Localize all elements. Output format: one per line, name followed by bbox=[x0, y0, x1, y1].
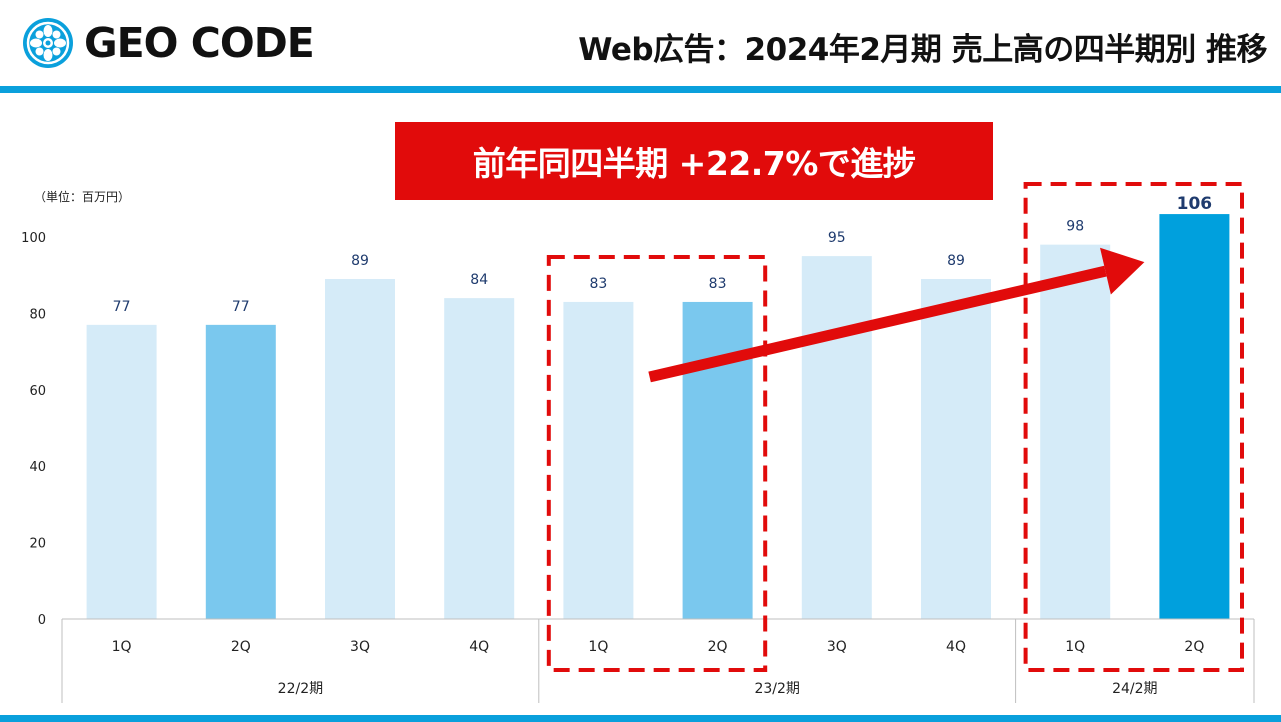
value-label-10: 106 bbox=[1177, 194, 1213, 214]
bar-10 bbox=[1159, 214, 1230, 619]
highlight-box bbox=[546, 254, 768, 672]
growth-callout: 前年同四半期 +22.7%で進捗 bbox=[395, 122, 993, 200]
logo: GEO CODE bbox=[22, 17, 315, 69]
y-tick-label: 80 bbox=[29, 307, 46, 322]
header: GEO CODE Web広告：2024年2月期 売上高の四半期別 推移 bbox=[0, 0, 1281, 86]
highlight-box bbox=[1023, 182, 1244, 672]
x-tick-label: 2Q bbox=[708, 639, 728, 655]
x-tick-label: 3Q bbox=[350, 639, 370, 655]
top-divider bbox=[0, 86, 1281, 93]
y-tick-label: 20 bbox=[29, 537, 46, 552]
value-label-5: 83 bbox=[589, 276, 607, 292]
bar-4 bbox=[444, 298, 515, 619]
x-tick-label: 1Q bbox=[112, 639, 132, 655]
bar-7 bbox=[801, 256, 872, 619]
value-label-6: 83 bbox=[709, 276, 727, 292]
y-tick-label: 0 bbox=[38, 613, 46, 628]
group-label: 24/2期 bbox=[1112, 681, 1157, 697]
bottom-divider bbox=[0, 715, 1281, 722]
bar-5 bbox=[563, 301, 634, 619]
value-label-9: 98 bbox=[1066, 219, 1084, 235]
x-tick-label: 1Q bbox=[1065, 639, 1085, 655]
bar-8 bbox=[921, 279, 991, 619]
bar-6 bbox=[682, 301, 753, 619]
value-label-8: 89 bbox=[947, 253, 965, 269]
value-label-7: 95 bbox=[828, 230, 846, 246]
x-tick-label: 2Q bbox=[1184, 639, 1204, 655]
bar-1 bbox=[86, 324, 157, 619]
bar-3 bbox=[325, 279, 395, 619]
logo-mark-icon bbox=[23, 18, 73, 68]
trend-arrow-shaft bbox=[648, 265, 1107, 383]
bar-2 bbox=[205, 324, 276, 619]
y-tick-label: 40 bbox=[29, 460, 46, 475]
group-label: 22/2期 bbox=[278, 681, 323, 697]
x-tick-label: 4Q bbox=[469, 639, 489, 655]
x-tick-label: 1Q bbox=[588, 639, 608, 655]
logo-text: GEO CODE bbox=[84, 19, 315, 67]
value-label-4: 84 bbox=[470, 272, 488, 288]
x-tick-label: 2Q bbox=[231, 639, 251, 655]
value-label-3: 89 bbox=[351, 253, 369, 269]
bar-9 bbox=[1040, 244, 1111, 619]
unit-label: （単位：百万円） bbox=[34, 190, 131, 204]
y-tick-label: 60 bbox=[29, 384, 46, 399]
x-tick-label: 3Q bbox=[827, 639, 847, 655]
value-label-2: 77 bbox=[232, 299, 250, 315]
slide-title: Web広告：2024年2月期 売上高の四半期別 推移 bbox=[578, 32, 1267, 68]
value-label-1: 77 bbox=[113, 299, 131, 315]
trend-arrow-head bbox=[1100, 247, 1145, 295]
group-label: 23/2期 bbox=[754, 681, 799, 697]
x-tick-label: 4Q bbox=[946, 639, 966, 655]
y-tick-label: 100 bbox=[21, 231, 46, 246]
